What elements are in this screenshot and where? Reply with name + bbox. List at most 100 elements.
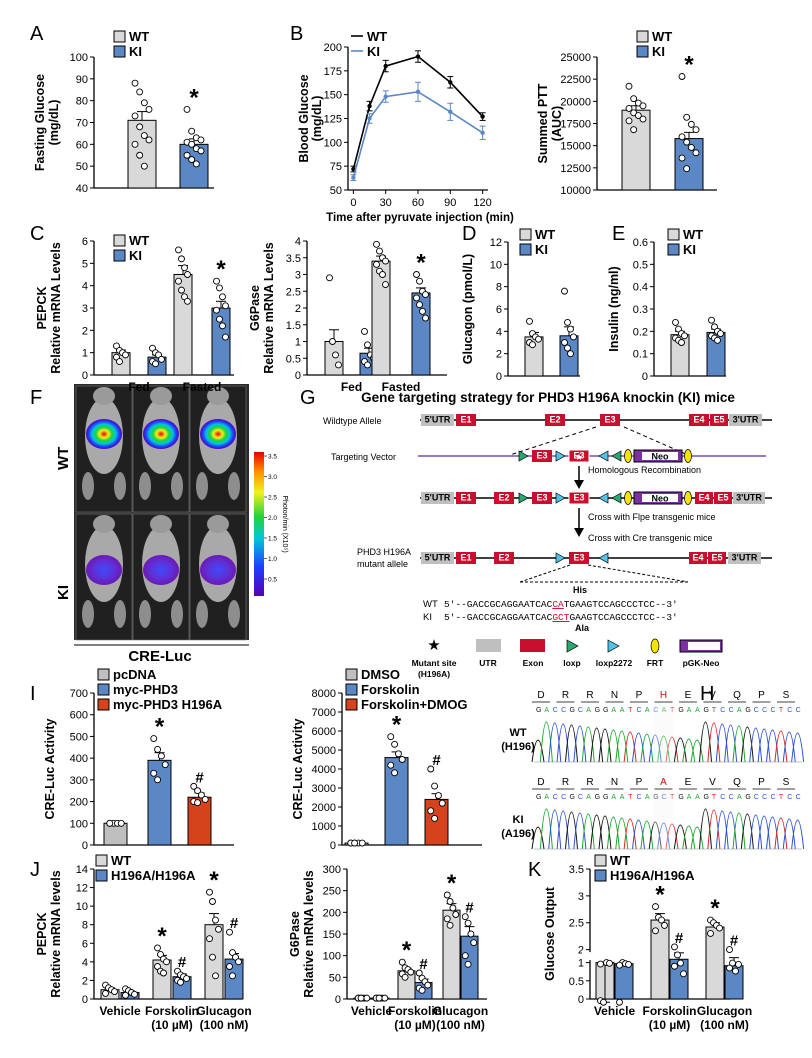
chart-i2: 0 1000 2000 3000 4000 5000 6000 7000 8000 CRE-Luc… bbox=[291, 667, 482, 852]
y-tick-label: 4 bbox=[82, 957, 88, 969]
trace-peak bbox=[623, 731, 637, 763]
data-point bbox=[117, 819, 125, 827]
legend-star-icon: ★ bbox=[427, 637, 440, 654]
data-point bbox=[197, 791, 205, 799]
data-point bbox=[639, 115, 647, 123]
base-call: T bbox=[779, 707, 784, 714]
data-point bbox=[630, 126, 638, 134]
mouse-leg bbox=[114, 472, 126, 500]
y-tick-label: 90 bbox=[76, 74, 88, 86]
data-point bbox=[161, 761, 169, 769]
data-point bbox=[687, 120, 695, 128]
y-axis-label: G6Pase bbox=[248, 285, 262, 331]
data-point bbox=[131, 79, 139, 87]
base-call: C bbox=[653, 707, 658, 714]
significance-mark: # bbox=[432, 752, 441, 769]
trace-peak bbox=[623, 818, 637, 850]
data-point bbox=[683, 165, 691, 173]
data-point bbox=[464, 960, 472, 968]
y-axis-label: CRE-Luc Activity bbox=[43, 718, 57, 819]
y-axis-label: (AUC) bbox=[550, 106, 564, 141]
mouse-leg bbox=[196, 600, 208, 628]
data-point bbox=[184, 271, 191, 278]
y-tick-label: 0.5 bbox=[633, 259, 648, 271]
data-point bbox=[367, 103, 372, 109]
data-point bbox=[422, 291, 429, 299]
x-tick-label: Vehicle bbox=[99, 1004, 141, 1018]
amino-acid-label: Q bbox=[733, 690, 741, 701]
data-point bbox=[209, 953, 216, 961]
colorbar-tick-label: 3.0 bbox=[268, 474, 277, 481]
y-tick-label: 2.5 bbox=[569, 918, 584, 930]
trace-peak bbox=[673, 824, 687, 850]
legend-swatch bbox=[95, 869, 108, 882]
data-point bbox=[194, 787, 202, 795]
significance-mark: * bbox=[155, 714, 165, 741]
trace-peak bbox=[774, 730, 788, 763]
data-point bbox=[229, 972, 236, 980]
luminescence-signal bbox=[143, 555, 179, 585]
y-axis-label: Summed PTT bbox=[536, 83, 550, 163]
base-call: A bbox=[645, 794, 650, 801]
legend-label: myc-PHD3 H196A bbox=[113, 697, 223, 712]
legend-swatch bbox=[345, 683, 358, 696]
data-point bbox=[467, 930, 475, 938]
neo-inner bbox=[642, 452, 678, 460]
exon-label: E4 bbox=[698, 493, 709, 503]
trace-peak bbox=[565, 811, 578, 850]
data-point bbox=[178, 255, 185, 263]
luminescence-signal bbox=[86, 419, 122, 449]
trace-peak bbox=[774, 817, 788, 850]
data-point bbox=[567, 325, 574, 333]
data-point bbox=[222, 333, 229, 341]
y-tick-label: 12 bbox=[76, 883, 88, 895]
legend-label: myc-PHD3 bbox=[113, 682, 178, 697]
data-point bbox=[443, 891, 451, 899]
data-point bbox=[616, 961, 623, 969]
mouse-head bbox=[150, 387, 172, 405]
legend-swatch bbox=[345, 698, 358, 711]
base-call: A bbox=[662, 707, 667, 714]
y-tick-label: 10 bbox=[76, 901, 88, 913]
data-point bbox=[413, 271, 420, 278]
colorbar-tick-label: 0.5 bbox=[268, 577, 277, 584]
data-point bbox=[183, 105, 191, 113]
base-call: A bbox=[544, 707, 549, 714]
exon bbox=[456, 552, 476, 564]
data-point bbox=[564, 344, 571, 352]
base-call: G bbox=[570, 794, 575, 801]
base-call: A bbox=[737, 707, 742, 714]
legend-swatch bbox=[667, 243, 680, 256]
y-tick-label: 0.1 bbox=[633, 349, 648, 361]
mouse-head bbox=[207, 515, 229, 533]
x-tick-label: (100 nM) bbox=[436, 1018, 485, 1032]
panel-letter-e: E bbox=[612, 223, 625, 245]
y-tick-label: 100 bbox=[324, 137, 342, 149]
data-point bbox=[413, 294, 420, 302]
trace-peak bbox=[766, 816, 779, 850]
y-tick-label: 50 bbox=[76, 161, 88, 173]
base-call: C bbox=[762, 707, 767, 714]
exon bbox=[708, 552, 726, 564]
base-call: C bbox=[553, 794, 558, 801]
y-tick-label: 3 bbox=[295, 270, 301, 282]
data-point bbox=[136, 88, 144, 96]
significance-mark: * bbox=[684, 52, 694, 79]
data-point bbox=[726, 964, 733, 972]
data-point bbox=[197, 136, 205, 144]
y-tick-label: 25000 bbox=[560, 52, 591, 64]
utr-label: 5'UTR bbox=[425, 415, 451, 425]
frt-icon bbox=[684, 449, 692, 463]
data-point bbox=[401, 973, 409, 981]
trace-peak bbox=[766, 729, 779, 763]
data-point bbox=[419, 307, 426, 315]
exon-label: E2 bbox=[498, 553, 509, 563]
base-call: C bbox=[771, 707, 776, 714]
exon-label: E4 bbox=[693, 415, 704, 425]
base-call: C bbox=[561, 707, 566, 714]
trace-peak bbox=[690, 826, 704, 850]
data-point bbox=[188, 127, 196, 135]
data-point bbox=[708, 316, 715, 324]
x-axis-label: Time after pyruvate injection (min) bbox=[326, 212, 514, 224]
data-point bbox=[683, 138, 691, 146]
